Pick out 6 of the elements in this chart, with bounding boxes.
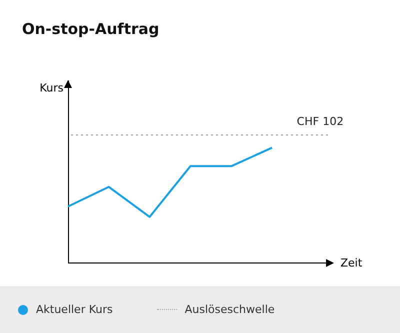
x-axis-title: Zeit bbox=[340, 256, 363, 270]
y-axis-title: Kurs bbox=[40, 82, 64, 94]
chart-title: On-stop-Auftrag bbox=[22, 20, 160, 38]
legend-label: Auslöseschwelle bbox=[184, 303, 275, 316]
legend-label: Aktueller Kurs bbox=[36, 303, 113, 316]
text: CHF 102 bbox=[296, 115, 344, 128]
